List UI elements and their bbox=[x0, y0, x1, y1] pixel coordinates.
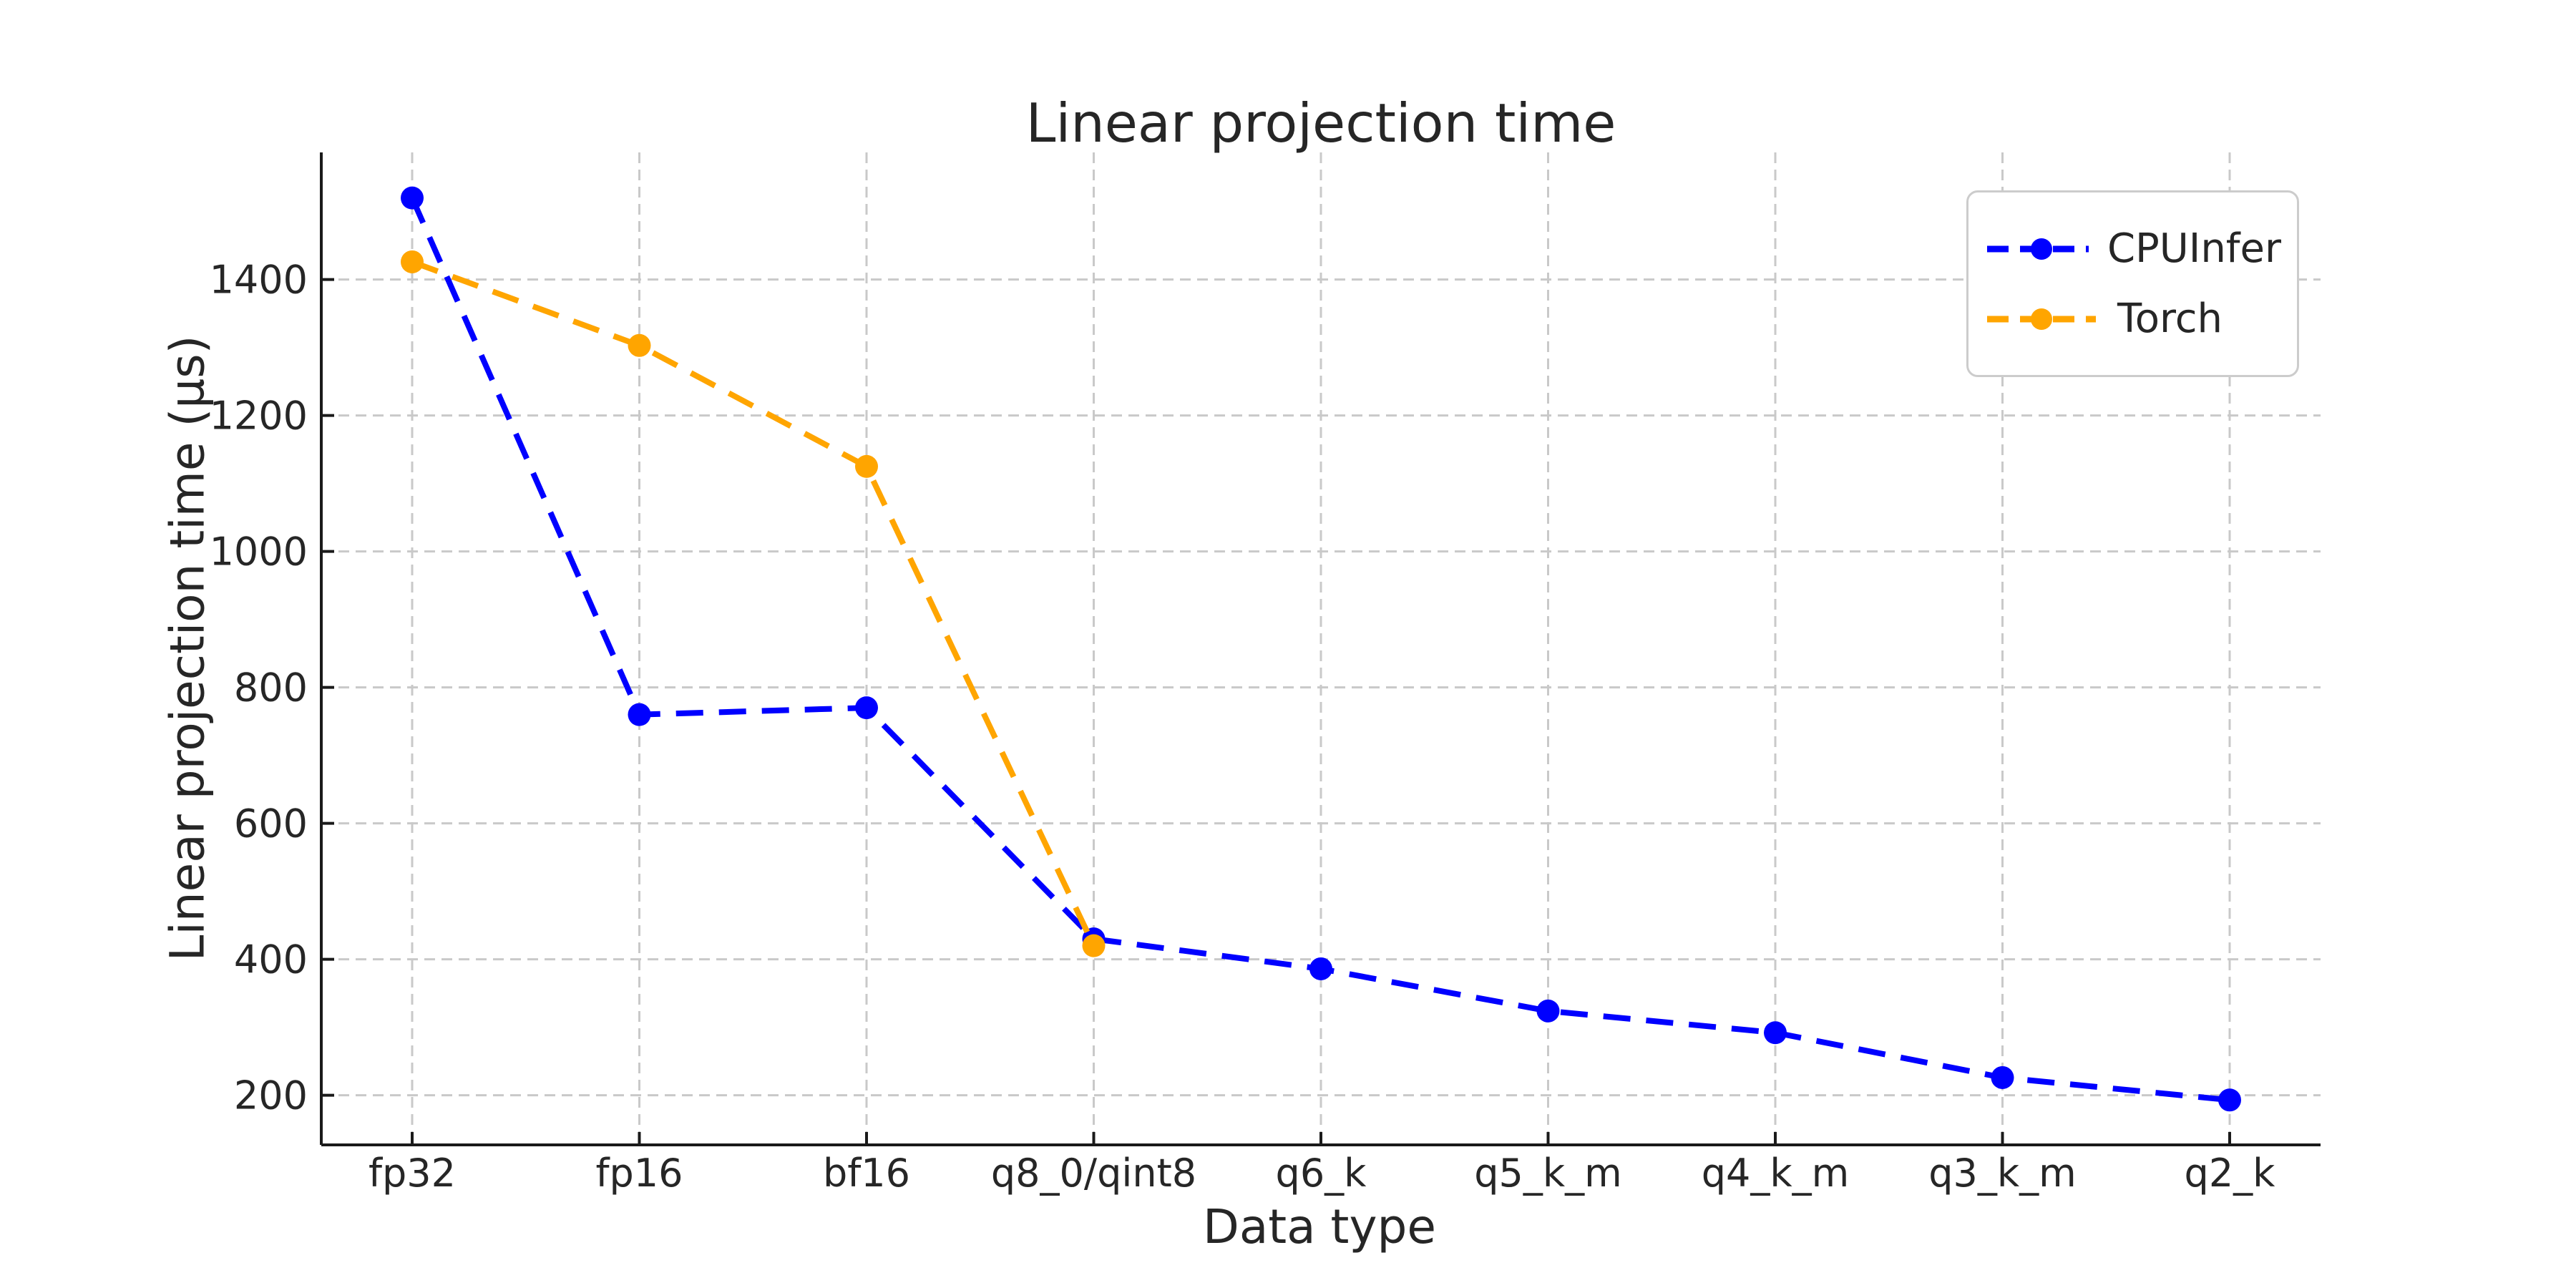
y-tick-label: 1200 bbox=[210, 394, 308, 439]
data-point-torch-fp16 bbox=[628, 333, 651, 357]
legend-entry-torch: Torch bbox=[1984, 293, 2281, 345]
data-point-cpuinfer-q6_k bbox=[1309, 957, 1332, 980]
x-tick-label: q2_k bbox=[2185, 1151, 2276, 1196]
y-tick-label: 1400 bbox=[210, 258, 308, 303]
legend-entry-cpuinfer: CPUInfer bbox=[1984, 223, 2281, 275]
legend-label: CPUInfer bbox=[2107, 225, 2281, 272]
x-tick-label: q5_k_m bbox=[1474, 1151, 1622, 1196]
data-point-torch-bf16 bbox=[855, 454, 878, 478]
data-point-cpuinfer-q3_k_m bbox=[1991, 1065, 2014, 1089]
x-tick-label: q6_k bbox=[1276, 1151, 1367, 1196]
legend-marker-icon bbox=[2031, 308, 2052, 330]
data-point-torch-fp32 bbox=[401, 250, 424, 273]
legend-line-sample-icon bbox=[1987, 238, 2089, 260]
y-tick-label: 400 bbox=[234, 937, 308, 982]
data-point-cpuinfer-q2_k bbox=[2218, 1088, 2241, 1112]
x-tick-label: q4_k_m bbox=[1702, 1151, 1850, 1196]
x-tick-label: fp32 bbox=[369, 1151, 456, 1196]
y-tick-label: 800 bbox=[234, 665, 308, 711]
data-point-cpuinfer-fp16 bbox=[628, 703, 651, 726]
y-tick-label: 600 bbox=[234, 801, 308, 847]
x-tick-label: q8_0/qint8 bbox=[991, 1151, 1196, 1196]
legend-label: Torch bbox=[2117, 296, 2223, 342]
legend-marker-icon bbox=[2031, 238, 2052, 260]
chart-title: Linear projection time bbox=[1025, 92, 1616, 155]
legend: CPUInfer Torch bbox=[1966, 190, 2299, 377]
x-tick-label: fp16 bbox=[595, 1151, 683, 1196]
data-point-torch-q8_0/qint8 bbox=[1082, 934, 1106, 957]
data-point-cpuinfer-fp32 bbox=[401, 186, 424, 210]
x-tick-label: q3_k_m bbox=[1928, 1151, 2077, 1196]
series-line-torch bbox=[411, 259, 1097, 947]
data-point-cpuinfer-bf16 bbox=[855, 696, 878, 720]
legend-line-sample-icon bbox=[1987, 308, 2096, 330]
y-tick-label: 1000 bbox=[210, 530, 308, 575]
data-point-cpuinfer-q4_k_m bbox=[1764, 1021, 1787, 1045]
x-tick-label: bf16 bbox=[823, 1151, 910, 1196]
y-tick-label: 200 bbox=[234, 1073, 308, 1118]
x-axis-label: Data type bbox=[1202, 1199, 1437, 1254]
data-point-cpuinfer-q5_k_m bbox=[1536, 999, 1560, 1023]
y-axis-label: Linear projection time (µs) bbox=[160, 335, 215, 962]
